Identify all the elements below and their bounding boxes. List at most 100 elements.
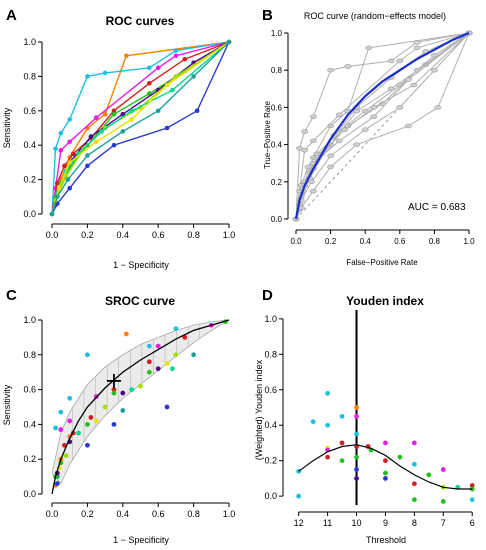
- panel-d-youden-point: [440, 467, 446, 472]
- panel-a-roc-point: [85, 74, 90, 79]
- panel-a-roc-point: [93, 115, 99, 120]
- panel-a-xlabel: 1 − Specificity: [113, 260, 169, 270]
- panel-d-youden-point: [354, 431, 359, 437]
- panel-a-roc-point: [182, 56, 188, 62]
- panel-d-youden-point: [469, 486, 475, 492]
- panel-a-roc-line: [51, 41, 230, 215]
- panel-a-ylabel: Sensitivity: [2, 107, 12, 148]
- panel-c-study-point: [123, 331, 129, 337]
- panel-c-study-point: [155, 343, 161, 349]
- panel-b-y-tick-label: 0.2: [271, 178, 283, 187]
- panel-c-study-point: [102, 404, 108, 410]
- panel-a-roc-point: [173, 48, 179, 53]
- panel-c-study-point: [63, 453, 69, 459]
- panel-d-youden-point: [339, 458, 345, 464]
- panel-a-roc-point: [67, 139, 72, 145]
- panel-a-roc-point: [191, 74, 196, 79]
- panel-a-roc-point: [147, 80, 152, 86]
- panel-b-study-line: [295, 32, 470, 220]
- panel-a-y-tick-label: 1.0: [23, 37, 36, 47]
- panel-d-youden-point: [426, 472, 432, 478]
- panel-c-xlabel: 1 − Specificity: [113, 535, 169, 545]
- panel-d-youden-point: [354, 476, 359, 481]
- panel-c-study-point: [155, 366, 161, 372]
- panel-c-study-point: [120, 408, 126, 413]
- panel-b-study-point: [370, 114, 378, 119]
- panel-b-x-tick-label: 0.6: [394, 237, 406, 246]
- panel-b-study-point: [327, 67, 335, 73]
- panel-b-study-point: [309, 138, 317, 144]
- panel-c-y-tick-label: 0.8: [23, 350, 36, 360]
- panel-c-study-point: [169, 366, 175, 372]
- panel-a-x-tick-label: 0.2: [81, 230, 94, 240]
- panel-a-roc-point: [49, 211, 55, 217]
- panel-b-study-point: [335, 112, 343, 118]
- panel-c-ylabel: Sensitivity: [2, 384, 12, 425]
- panel-d-youden-point: [354, 405, 359, 410]
- panel-d-smooth-curve: [298, 444, 473, 490]
- panel-d-y-tick-label: 0.4: [264, 420, 277, 430]
- panel-b-y-tick-label: 0.4: [271, 141, 283, 150]
- panel-b-study-point: [308, 179, 316, 185]
- panel-d-ylabel: (Weighted) Youden index: [254, 359, 264, 460]
- panel-d-youden-point: [339, 440, 345, 446]
- panel-c-y-tick-label: 0.2: [23, 454, 36, 464]
- panel-c-study-point: [54, 481, 60, 486]
- panel-b-title: ROC curve (random−effects model): [304, 11, 446, 21]
- panel-c-y-tick-label: 0.6: [23, 385, 36, 395]
- panel-b-study-point: [327, 153, 335, 159]
- panel-c: C SROC curve 1 − Specificity Sensitivity…: [2, 287, 235, 545]
- panel-b-study-point: [413, 45, 421, 51]
- panel-a-roc-point: [65, 177, 71, 182]
- panel-a-roc-point: [129, 117, 134, 122]
- panel-c-study-point: [67, 418, 73, 424]
- panel-a-x-tick-label: 1.0: [223, 230, 236, 240]
- panel-b-study-point: [340, 127, 348, 132]
- panel-c-study-point: [164, 361, 170, 366]
- panel-b-x-tick-label: 0.8: [429, 237, 441, 246]
- panel-c-study-point: [120, 390, 126, 396]
- panel-a-roc-point: [155, 108, 161, 114]
- panel-c-confidence-band: [51, 319, 230, 485]
- panel-d-youden-point: [411, 497, 417, 503]
- panel-d-y-tick-label: 1.0: [264, 314, 277, 324]
- panel-d-youden-point: [296, 493, 302, 499]
- panel-c-title: SROC curve: [105, 294, 175, 308]
- panel-b-study-point: [309, 114, 317, 119]
- panel-d-y-tick-label: 0.6: [264, 385, 277, 395]
- panel-b-study-point: [396, 105, 404, 110]
- panel-d-youden-point: [397, 454, 403, 460]
- panel-b-study-point: [396, 58, 404, 64]
- panel-c-study-point: [53, 425, 58, 431]
- panel-a-y-tick-label: 0.2: [23, 175, 36, 185]
- panel-a-roc-point: [124, 53, 129, 59]
- panel-a-roc-point: [147, 65, 152, 71]
- panel-d-x-tick-label: 11: [323, 518, 332, 528]
- panel-c-x-tick-label: 0.6: [152, 509, 165, 519]
- panel-a-roc-point: [111, 111, 117, 117]
- panel-a-roc-point: [99, 129, 104, 134]
- panel-a-roc-point: [173, 53, 179, 59]
- panel-d-youden-point: [325, 454, 330, 460]
- panel-b-x-tick-label: 0.0: [290, 237, 302, 246]
- panel-c-study-point: [58, 409, 64, 415]
- panel-a-roc-point: [67, 185, 72, 191]
- panel-c-study-point: [111, 422, 117, 427]
- panel-c-study-point: [146, 359, 152, 365]
- panel-c-study-point: [173, 326, 179, 332]
- panel-d-x-tick-label: 7: [441, 518, 446, 528]
- panel-c-x-tick-label: 1.0: [223, 509, 236, 519]
- panel-b-y-tick-label: 0.8: [271, 66, 283, 75]
- panel-c-x-tick-label: 0.0: [46, 509, 59, 519]
- panel-d-youden-point: [383, 476, 388, 481]
- panel-b-study-point: [361, 127, 369, 132]
- panel-a-x-tick-label: 0.4: [117, 230, 130, 240]
- panel-a-roc-point: [70, 151, 76, 157]
- panel-a-y-tick-label: 0.4: [23, 140, 36, 150]
- panel-d-youden-point: [411, 440, 417, 446]
- panel-d-youden-point: [440, 499, 446, 504]
- panel-c-study-point: [111, 390, 117, 396]
- panel-b-ylabel: True−Positive Rate: [263, 100, 272, 169]
- panel-c-study-point: [146, 369, 152, 375]
